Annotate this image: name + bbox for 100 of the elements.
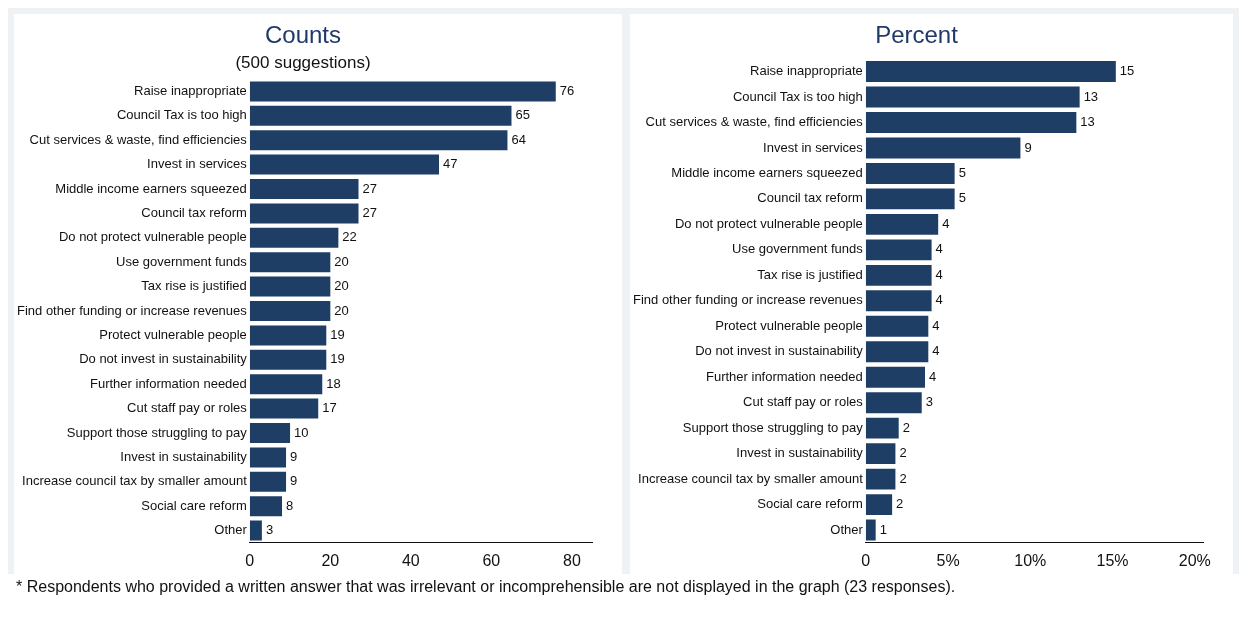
bar: [249, 227, 339, 248]
y-tick-label: Support those struggling to pay: [682, 419, 864, 435]
x-tick-label: 5%: [936, 551, 960, 569]
data-label: 2: [896, 496, 904, 512]
data-label: 13: [1080, 114, 1095, 130]
data-label: 65: [515, 107, 530, 123]
data-label: 4: [935, 292, 943, 308]
y-tick-label: Tax rise is justified: [141, 278, 247, 294]
data-label: 2: [902, 419, 910, 435]
y-tick-label: Council tax reform: [141, 204, 247, 220]
data-label: 4: [932, 343, 940, 359]
bar: [249, 520, 262, 541]
bar: [865, 290, 932, 312]
y-tick-label: Cut staff pay or roles: [127, 400, 248, 416]
bar: [865, 341, 929, 363]
y-tick-label: Support those struggling to pay: [66, 424, 248, 440]
chart-title: Percent: [875, 21, 959, 49]
y-tick-label: Invest in services: [147, 156, 248, 172]
y-tick-label: Use government funds: [732, 241, 864, 257]
y-tick-label: Middle income earners squeezed: [671, 165, 863, 181]
data-label: 10: [294, 424, 309, 440]
bar: [865, 494, 893, 516]
data-label: 3: [925, 394, 933, 410]
y-tick-label: Further information needed: [89, 375, 247, 391]
data-label: 17: [322, 400, 337, 416]
bar: [865, 61, 1116, 82]
bar: [249, 276, 331, 297]
x-tick-label: 0: [245, 551, 255, 569]
data-label: 5: [958, 190, 966, 206]
x-tick-label: 15%: [1096, 551, 1129, 569]
bar: [249, 179, 359, 199]
bar: [249, 105, 512, 126]
y-tick-label: Do not invest in sustainability: [695, 343, 864, 359]
data-label: 22: [342, 229, 357, 245]
data-label: 4: [929, 368, 937, 384]
x-tick-label: 20: [321, 551, 340, 569]
data-label: 15: [1119, 63, 1135, 79]
data-label: 20: [334, 302, 349, 318]
bar: [249, 496, 283, 517]
bar: [865, 86, 1080, 108]
bar: [249, 154, 440, 175]
chart-subtitle: (500 suggestions): [235, 52, 371, 72]
bar: [865, 188, 955, 210]
y-tick-label: Use government funds: [116, 253, 248, 269]
y-tick-label: Do not invest in sustainability: [79, 351, 248, 367]
bar: [249, 81, 556, 102]
data-label: 47: [443, 156, 458, 172]
bar: [865, 112, 1077, 133]
data-label: 18: [326, 375, 341, 391]
data-label: 1: [879, 521, 887, 537]
data-label: 64: [511, 131, 526, 147]
bar: [865, 213, 939, 235]
data-label: 4: [932, 317, 940, 333]
bar: [865, 468, 896, 490]
data-label: 8: [286, 497, 294, 513]
bar: [249, 398, 319, 419]
data-label: 4: [935, 266, 943, 282]
data-label: 5: [958, 165, 966, 181]
y-tick-label: Do not protect vulnerable people: [58, 229, 247, 245]
bar: [865, 264, 932, 286]
bar: [249, 252, 331, 273]
data-label: 13: [1083, 88, 1099, 104]
data-label: 4: [935, 241, 943, 257]
y-tick-label: Increase council tax by smaller amount: [638, 470, 864, 486]
bar: [865, 519, 876, 541]
data-label: 27: [362, 204, 377, 220]
y-tick-label: Raise inappropriate: [134, 82, 247, 98]
bar: [249, 349, 327, 370]
data-label: 9: [290, 448, 298, 464]
y-tick-label: Cut services & waste, find efficiencies: [29, 131, 248, 147]
data-label: 2: [899, 470, 907, 486]
y-tick-label: Find other funding or increase revenues: [16, 302, 248, 318]
y-tick-label: Middle income earners squeezed: [55, 180, 247, 196]
bar: [865, 162, 955, 184]
y-tick-label: Other: [830, 521, 864, 537]
bar: [865, 417, 899, 439]
data-label: 19: [330, 326, 345, 342]
y-tick-label: Tax rise is justified: [757, 266, 863, 282]
data-label: 9: [290, 473, 298, 489]
y-tick-label: Cut staff pay or roles: [743, 394, 864, 410]
text: * Respondents who provided a written answer that was irrelevant or incomprehensible are not displayed in the graph (23 responses).: [8, 574, 1239, 600]
x-tick-label: 60: [482, 551, 501, 569]
chart-title: Counts: [264, 21, 342, 49]
y-tick-label: Council Tax is too high: [732, 88, 863, 104]
data-label: 20: [334, 253, 349, 269]
x-tick-label: 0: [861, 551, 871, 569]
data-label: 76: [559, 82, 575, 98]
y-tick-label: Protect vulnerable people: [99, 326, 247, 342]
y-tick-label: Invest in services: [763, 139, 864, 155]
bar: [865, 137, 1021, 159]
y-tick-label: Invest in sustainability: [736, 445, 864, 461]
bar: [249, 203, 359, 224]
x-tick-label: 20%: [1178, 551, 1211, 569]
y-tick-label: Council tax reform: [757, 190, 863, 206]
data-label: 3: [265, 522, 274, 538]
y-tick-label: Raise inappropriate: [750, 63, 863, 79]
y-tick-label: Social care reform: [757, 496, 863, 512]
data-label: 2: [899, 445, 907, 461]
data-label: 19: [330, 351, 345, 367]
data-label: 9: [1024, 139, 1032, 155]
